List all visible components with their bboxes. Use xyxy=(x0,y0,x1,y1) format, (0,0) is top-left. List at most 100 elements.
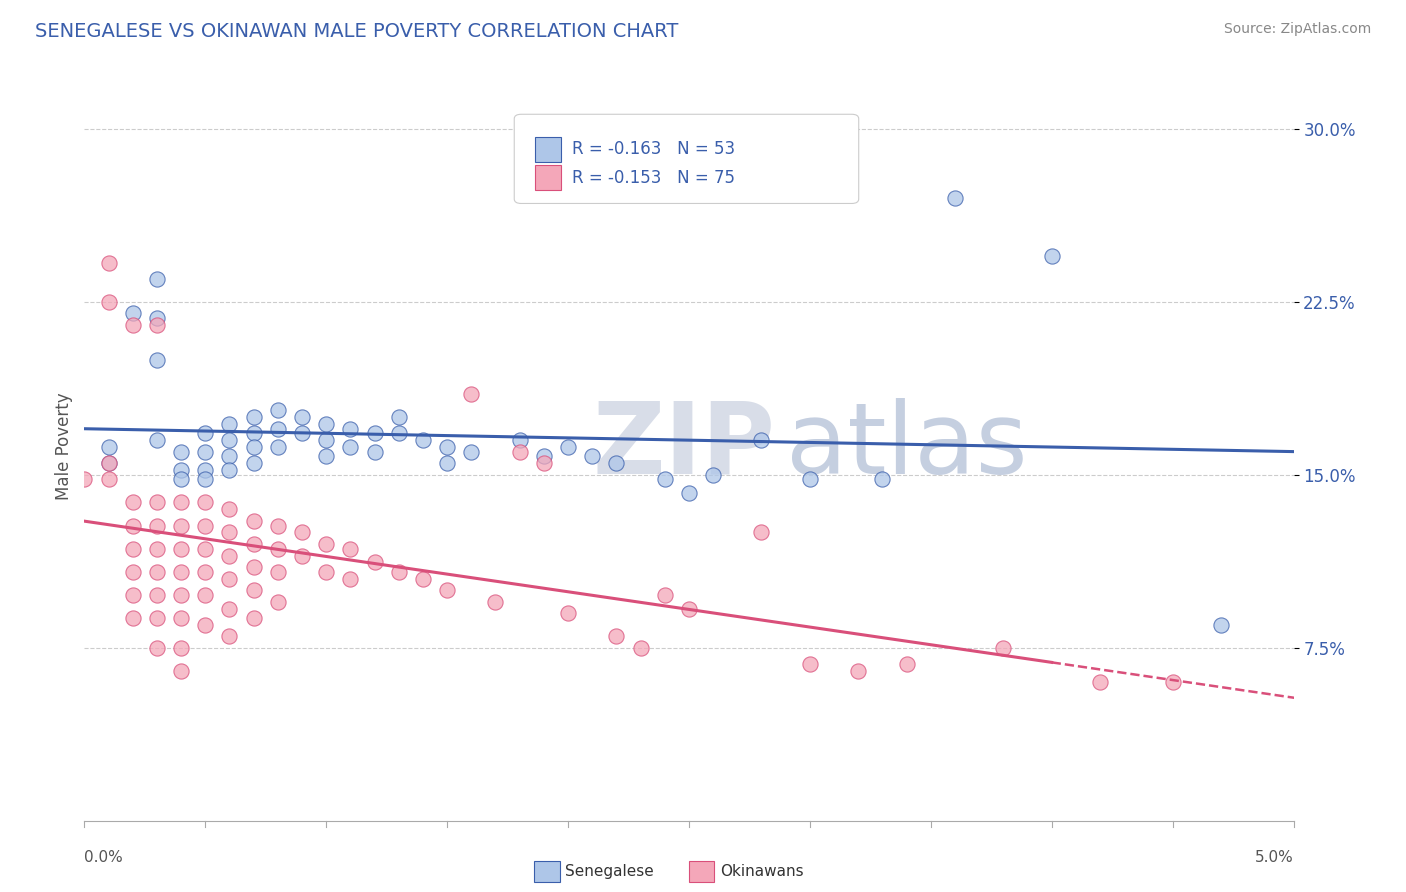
Point xyxy=(194,518,217,533)
Point xyxy=(630,640,652,655)
Point xyxy=(291,549,314,563)
Point xyxy=(146,588,169,602)
Point xyxy=(412,434,434,448)
Point xyxy=(605,629,627,643)
Point xyxy=(121,565,143,579)
Point xyxy=(1161,675,1184,690)
Point xyxy=(97,456,120,470)
Point xyxy=(751,525,773,540)
Text: Senegalese: Senegalese xyxy=(565,864,654,879)
Point xyxy=(121,541,143,556)
Text: Okinawans: Okinawans xyxy=(720,864,803,879)
Point xyxy=(242,537,264,551)
Point xyxy=(73,472,96,486)
Point xyxy=(605,456,627,470)
Point xyxy=(896,657,918,671)
Text: ZIP: ZIP xyxy=(592,398,775,494)
Point xyxy=(242,456,264,470)
Point xyxy=(170,640,193,655)
Point xyxy=(170,588,193,602)
Point xyxy=(388,426,411,441)
Point xyxy=(121,518,143,533)
Point xyxy=(121,588,143,602)
Point xyxy=(218,572,240,586)
Point xyxy=(194,463,217,477)
Point xyxy=(339,572,361,586)
Y-axis label: Male Poverty: Male Poverty xyxy=(55,392,73,500)
Point xyxy=(460,387,482,401)
Point xyxy=(146,272,169,286)
Text: Source: ZipAtlas.com: Source: ZipAtlas.com xyxy=(1223,22,1371,37)
Point xyxy=(242,410,264,425)
Point xyxy=(194,444,217,458)
Point xyxy=(194,426,217,441)
Point xyxy=(388,410,411,425)
Point xyxy=(146,611,169,625)
Point xyxy=(557,440,579,454)
Point xyxy=(315,434,337,448)
Point xyxy=(170,664,193,678)
Point xyxy=(194,495,217,509)
Point xyxy=(170,518,193,533)
Point xyxy=(339,422,361,436)
Point xyxy=(218,417,240,431)
Point xyxy=(194,541,217,556)
Point xyxy=(267,565,290,579)
Point xyxy=(291,410,314,425)
Point xyxy=(315,565,337,579)
Point xyxy=(194,472,217,486)
Point xyxy=(146,434,169,448)
Point xyxy=(993,640,1015,655)
Point xyxy=(315,417,337,431)
Point xyxy=(170,472,193,486)
Point xyxy=(194,588,217,602)
Point xyxy=(242,611,264,625)
Point xyxy=(654,588,676,602)
Point xyxy=(363,426,385,441)
Point xyxy=(1088,675,1111,690)
Point xyxy=(436,440,458,454)
Point xyxy=(509,434,531,448)
Point xyxy=(146,541,169,556)
Point xyxy=(97,256,120,270)
Text: atlas: atlas xyxy=(786,398,1028,494)
Point xyxy=(315,450,337,464)
Point xyxy=(170,444,193,458)
Point xyxy=(146,318,169,332)
Point xyxy=(194,565,217,579)
Point xyxy=(146,495,169,509)
Point xyxy=(412,572,434,586)
Point xyxy=(121,306,143,320)
Point xyxy=(267,440,290,454)
Point xyxy=(170,541,193,556)
Point xyxy=(581,450,603,464)
Point xyxy=(678,486,700,500)
Point xyxy=(267,403,290,417)
Point xyxy=(315,537,337,551)
Point xyxy=(218,525,240,540)
Point xyxy=(218,450,240,464)
Point xyxy=(267,518,290,533)
Point xyxy=(267,594,290,608)
Point xyxy=(218,463,240,477)
Point xyxy=(291,426,314,441)
Point xyxy=(339,541,361,556)
Point xyxy=(242,560,264,574)
Point xyxy=(121,495,143,509)
Text: 5.0%: 5.0% xyxy=(1254,850,1294,865)
Point xyxy=(194,617,217,632)
Text: R = -0.163   N = 53: R = -0.163 N = 53 xyxy=(572,140,735,158)
Point xyxy=(267,541,290,556)
Point xyxy=(242,426,264,441)
Point xyxy=(146,640,169,655)
Point xyxy=(436,456,458,470)
Point xyxy=(678,601,700,615)
Point xyxy=(460,444,482,458)
Point xyxy=(339,440,361,454)
Point xyxy=(291,525,314,540)
Point xyxy=(533,456,555,470)
Point xyxy=(218,629,240,643)
Point xyxy=(484,594,506,608)
Point xyxy=(1040,249,1063,263)
Point xyxy=(388,565,411,579)
